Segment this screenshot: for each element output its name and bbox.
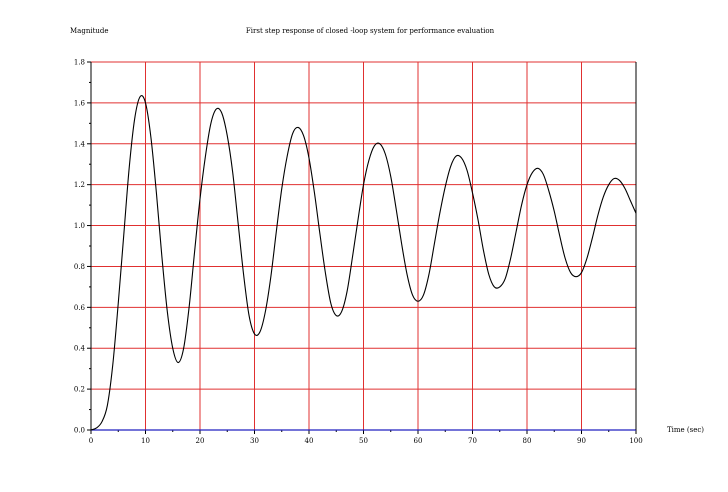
- x-axis-label: Time (sec): [667, 426, 704, 434]
- y-tick-label: 1.8: [74, 59, 85, 67]
- series-line: [90, 95, 637, 431]
- chart-title: First step response of closed -loop syst…: [246, 27, 495, 35]
- y-tick-label: 1.0: [74, 222, 85, 230]
- y-tick-label: 0.0: [74, 427, 85, 435]
- x-tick-label: 40: [305, 437, 314, 445]
- y-tick-label: 0.2: [74, 386, 85, 394]
- y-tick-label: 1.2: [74, 181, 85, 189]
- x-tick-label: 30: [250, 437, 259, 445]
- x-tick-label: 70: [468, 437, 477, 445]
- x-tick-label: 20: [196, 437, 205, 445]
- y-tick-label: 0.6: [74, 304, 86, 312]
- x-tick-label: 10: [141, 437, 150, 445]
- x-tick-label: 0: [89, 437, 93, 445]
- y-tick-label: 0.4: [74, 345, 86, 353]
- y-tick-label: 0.8: [74, 263, 85, 271]
- axis-ticks: 0 10 20 30 40 50 60 70 80 90 100 0.0 0.2 0.4 0.6 0.8 1.0…: [74, 59, 643, 446]
- x-tick-label: 60: [414, 437, 423, 445]
- series-layer: [90, 95, 637, 431]
- grid: [91, 61, 637, 430]
- y-tick-label: 1.6: [74, 99, 86, 107]
- x-tick-label: 100: [629, 437, 642, 445]
- y-axis-label: Magnitude: [70, 27, 109, 35]
- y-tick-label: 1.4: [74, 140, 86, 148]
- x-tick-label: 90: [577, 437, 586, 445]
- x-tick-label: 50: [359, 437, 368, 445]
- x-tick-label: 80: [523, 437, 532, 445]
